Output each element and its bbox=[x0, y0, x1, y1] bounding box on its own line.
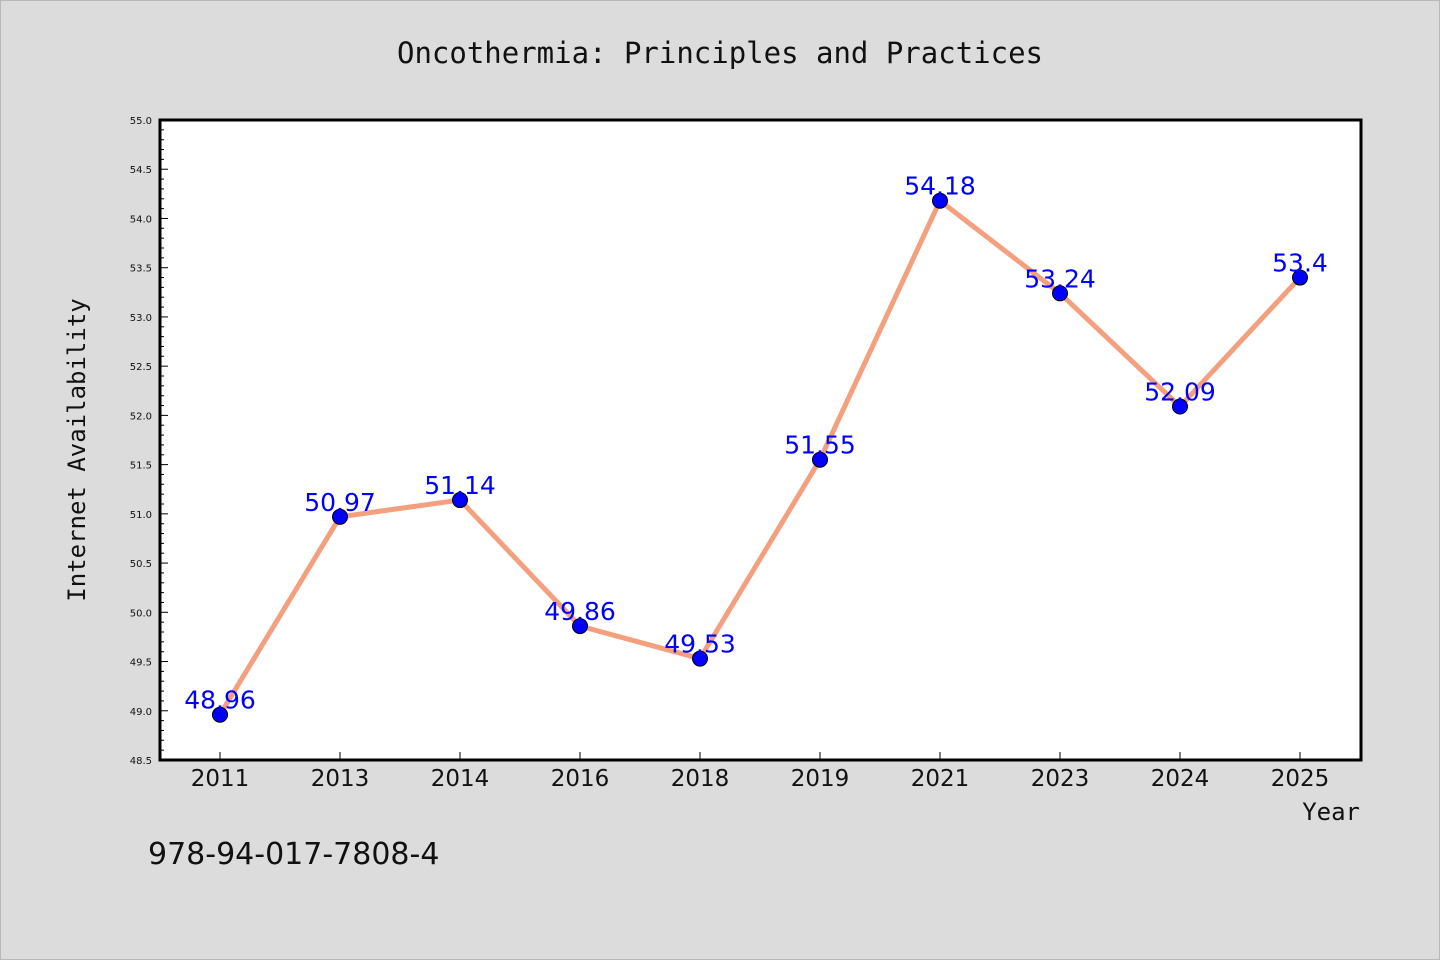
y-tick-label: 50.5 bbox=[130, 559, 152, 570]
y-tick-label: 52.5 bbox=[130, 362, 152, 373]
y-tick-label: 50.0 bbox=[130, 608, 152, 619]
data-point bbox=[212, 706, 228, 723]
x-axis-label: Year bbox=[1302, 798, 1360, 826]
isbn-text: 978-94-017-7808-4 bbox=[148, 837, 439, 872]
x-axis: 2011 2013 2014 2016 2018 2019 2021 2023 2024 2025 bbox=[191, 752, 1330, 792]
data-point bbox=[572, 618, 588, 635]
data-point bbox=[812, 451, 828, 468]
y-axis: 48.5 49.0 49.5 50.0 50.5 51.0 51.5 52.0 52.5 53.0… bbox=[130, 116, 168, 767]
y-tick-label: 54.0 bbox=[130, 214, 152, 225]
data-point bbox=[452, 492, 468, 509]
data-label: 52.09 bbox=[1144, 378, 1216, 407]
x-tick-label: 2025 bbox=[1271, 766, 1330, 792]
y-tick-label: 52.0 bbox=[130, 411, 152, 422]
plot-area bbox=[158, 118, 1363, 762]
y-tick-label: 49.0 bbox=[130, 707, 152, 718]
data-label: 50.97 bbox=[304, 488, 376, 517]
y-tick-label: 51.5 bbox=[130, 461, 152, 472]
data-point bbox=[1052, 285, 1068, 302]
y-tick-label: 55.0 bbox=[130, 116, 152, 127]
y-tick-label: 49.5 bbox=[130, 658, 152, 669]
y-tick-label: 53.5 bbox=[130, 264, 152, 275]
series-line bbox=[217, 198, 1303, 718]
x-tick-label: 2013 bbox=[311, 766, 370, 792]
data-label: 53.24 bbox=[1024, 264, 1096, 293]
data-label: 51.14 bbox=[424, 471, 496, 500]
y-tick-label: 51.0 bbox=[130, 510, 152, 521]
y-axis-label: Internet Availability bbox=[63, 298, 91, 601]
x-tick-label: 2023 bbox=[1031, 766, 1090, 792]
data-point bbox=[932, 192, 948, 209]
x-tick-label: 2021 bbox=[911, 766, 970, 792]
x-tick-label: 2018 bbox=[671, 766, 730, 792]
data-point bbox=[1292, 269, 1308, 286]
series-group: 48.96 50.97 51.14 49.86 49.53 51.55 54.18 53.24… bbox=[184, 172, 1328, 723]
data-label: 51.55 bbox=[784, 431, 856, 460]
y-tick-label: 54.5 bbox=[130, 165, 152, 176]
data-point bbox=[1172, 398, 1188, 415]
chart-title: Oncothermia: Principles and Practices bbox=[397, 36, 1043, 70]
x-tick-label: 2016 bbox=[551, 766, 610, 792]
data-label: 54.18 bbox=[904, 172, 976, 201]
x-tick-label: 2024 bbox=[1151, 766, 1210, 792]
x-tick-label: 2019 bbox=[791, 766, 850, 792]
y-tick-label: 48.5 bbox=[130, 756, 152, 767]
x-tick-label: 2011 bbox=[191, 766, 250, 792]
data-point bbox=[692, 650, 708, 667]
data-label: 53.4 bbox=[1272, 249, 1328, 278]
data-point bbox=[332, 508, 348, 525]
x-tick-label: 2014 bbox=[431, 766, 490, 792]
data-label: 49.86 bbox=[544, 597, 616, 626]
data-label: 48.96 bbox=[184, 686, 256, 715]
y-tick-label: 53.0 bbox=[130, 313, 152, 324]
data-label: 49.53 bbox=[664, 630, 736, 659]
